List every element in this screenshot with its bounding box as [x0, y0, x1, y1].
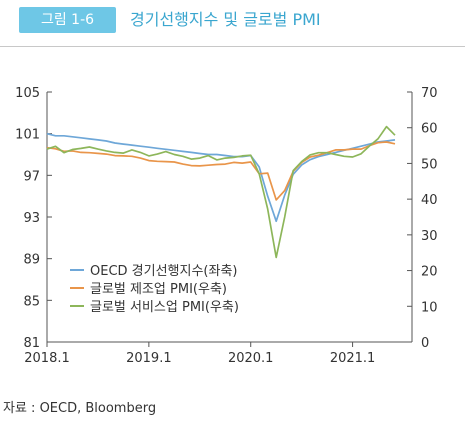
- series-line-manufacturing-pmi: [46, 141, 396, 201]
- left-axis-tick-label: 101: [15, 128, 40, 143]
- right-axis-tick-label: 40: [421, 193, 438, 208]
- right-axis-tick-label: 10: [421, 300, 438, 315]
- figure-title: 경기선행지수 및 글로벌 PMI: [130, 10, 321, 29]
- right-axis-tick-label: 20: [421, 265, 438, 280]
- series-line-services-pmi: [46, 125, 396, 259]
- series-line-oecd-cli: [46, 132, 396, 223]
- legend-label: OECD 경기선행지수(좌축): [90, 263, 238, 279]
- x-axis-tick-label: 2019.1: [126, 351, 172, 366]
- left-axis-tick-label: 93: [23, 211, 40, 226]
- right-axis-tick-label: 0: [421, 336, 429, 351]
- left-axis-tick-label: 97: [23, 169, 40, 184]
- title-divider: [0, 46, 465, 47]
- x-axis-tick-label: 2018.1: [24, 351, 70, 366]
- right-axis-tick-label: 30: [421, 229, 438, 244]
- right-axis-tick-label: 60: [421, 122, 438, 137]
- figure-number-badge: 그림 1-6: [19, 7, 116, 33]
- figure-header: 그림 1-6 경기선행지수 및 글로벌 PMI: [0, 0, 465, 47]
- left-axis-tick-label: 85: [23, 294, 40, 309]
- legend-label: 글로벌 서비스업 PMI(우축): [90, 300, 239, 315]
- x-axis-tick-label: 2020.1: [228, 351, 274, 366]
- left-axis-tick-label: 89: [23, 253, 40, 268]
- chart-area: 81 85 89 93 97 101 105 0 10 20 30 40 50 60 70 2018.1 201…: [0, 70, 465, 385]
- legend-label: 글로벌 제조업 PMI(우축): [90, 282, 227, 297]
- legend: OECD 경기선행지수(좌축) 글로벌 제조업 PMI(우축) 글로벌 서비스업 P…: [70, 263, 239, 315]
- source-note: 자료 : OECD, Bloomberg: [3, 401, 157, 416]
- left-axis-tick-label: 81: [23, 336, 40, 351]
- right-axis-tick-label: 50: [421, 157, 438, 172]
- right-axis-tick-label: 70: [421, 86, 438, 101]
- axes: 81 85 89 93 97 101 105 0 10 20 30 40 50 60 70 2018.1 201…: [15, 86, 437, 366]
- left-axis-tick-label: 105: [15, 86, 40, 101]
- x-axis-tick-label: 2021.1: [330, 351, 376, 366]
- series-lines: [46, 125, 396, 259]
- line-chart: 81 85 89 93 97 101 105 0 10 20 30 40 50 60 70 2018.1 201…: [15, 86, 437, 366]
